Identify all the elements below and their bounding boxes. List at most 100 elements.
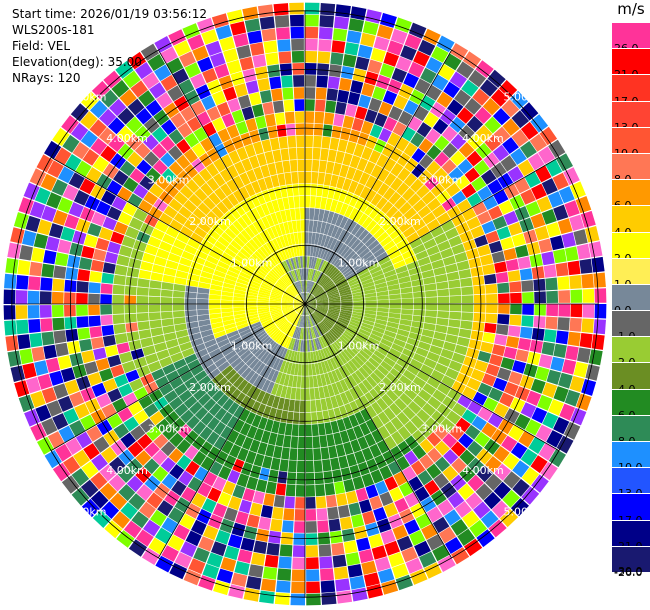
range-gate-cell bbox=[163, 267, 177, 277]
range-gate-cell bbox=[306, 315, 310, 328]
range-gate-cell bbox=[255, 233, 266, 246]
range-gate-cell bbox=[275, 384, 284, 397]
range-gate-cell bbox=[330, 174, 339, 188]
range-gate-cell bbox=[316, 296, 328, 301]
range-gate-cell bbox=[330, 457, 340, 471]
range-gate-cell bbox=[344, 191, 354, 205]
range-gate-cell bbox=[37, 373, 53, 390]
range-gate-cell bbox=[211, 352, 224, 363]
range-gate-cell bbox=[125, 276, 138, 287]
range-gate-cell bbox=[297, 327, 302, 340]
range-gate-cell bbox=[229, 207, 241, 220]
range-gate-cell bbox=[296, 304, 305, 312]
range-gate-cell bbox=[278, 422, 287, 435]
range-gate-cell bbox=[159, 212, 173, 226]
range-gate-cell bbox=[305, 448, 314, 461]
range-gate-cell bbox=[350, 6, 367, 21]
range-gate-cell bbox=[340, 291, 352, 297]
range-gate-cell bbox=[23, 182, 40, 201]
range-gate-cell bbox=[402, 348, 415, 359]
range-gate-cell bbox=[76, 293, 88, 304]
range-gate-cell bbox=[455, 175, 471, 190]
range-gate-cell bbox=[521, 467, 540, 486]
range-gate-cell bbox=[301, 328, 304, 340]
range-gate-cell bbox=[342, 54, 357, 68]
range-gate-cell bbox=[468, 257, 482, 269]
range-gate-cell bbox=[332, 356, 341, 368]
range-gate-cell bbox=[81, 91, 100, 110]
range-gate-cell bbox=[493, 446, 510, 463]
range-gate-cell bbox=[436, 35, 455, 53]
range-gate-cell bbox=[305, 50, 318, 63]
range-gate-cell bbox=[353, 261, 366, 271]
range-gate-cell bbox=[350, 342, 361, 352]
range-gate-cell bbox=[153, 433, 169, 449]
range-gate-cell bbox=[272, 344, 281, 356]
range-gate-cell bbox=[163, 205, 178, 219]
range-gate-cell bbox=[15, 305, 28, 320]
range-gate-cell bbox=[293, 302, 305, 304]
range-gate-cell bbox=[211, 541, 227, 557]
range-gate-cell bbox=[310, 256, 315, 269]
range-gate-cell bbox=[7, 242, 22, 259]
range-gate-cell bbox=[256, 248, 267, 260]
range-gate-cell bbox=[197, 56, 214, 73]
range-gate-cell bbox=[202, 68, 218, 84]
range-gate-cell bbox=[161, 282, 174, 291]
range-gate-cell bbox=[286, 350, 293, 362]
range-gate-cell bbox=[286, 311, 296, 319]
range-gate-cell bbox=[492, 215, 508, 230]
range-gate-cell bbox=[312, 326, 318, 338]
range-gate-cell bbox=[423, 322, 436, 331]
range-gate-cell bbox=[203, 398, 217, 412]
range-gate-cell bbox=[344, 403, 354, 416]
range-gate-cell bbox=[211, 206, 224, 219]
range-gate-cell bbox=[387, 132, 401, 147]
range-gate-cell bbox=[172, 290, 185, 298]
range-gate-cell bbox=[305, 304, 308, 316]
range-gate-cell bbox=[333, 325, 344, 334]
range-gate-cell bbox=[534, 304, 546, 316]
range-gate-cell bbox=[563, 167, 580, 185]
range-gate-cell bbox=[553, 248, 567, 264]
range-gate-cell bbox=[270, 293, 282, 298]
range-gate-cell bbox=[267, 368, 276, 381]
range-gate-cell bbox=[244, 369, 256, 382]
range-gate-cell bbox=[216, 377, 229, 389]
range-gate-cell bbox=[327, 311, 339, 317]
range-gate-cell bbox=[274, 592, 290, 605]
range-gate-cell bbox=[329, 268, 339, 279]
range-gate-cell bbox=[128, 493, 146, 511]
range-gate-cell bbox=[84, 361, 99, 375]
range-gate-cell bbox=[249, 342, 261, 353]
range-gate-cell bbox=[277, 471, 288, 484]
range-gate-cell bbox=[232, 458, 245, 473]
range-gate-cell bbox=[215, 24, 232, 40]
range-gate-cell bbox=[392, 563, 409, 579]
colorbar-unit: m/s bbox=[617, 0, 645, 18]
range-gate-cell bbox=[224, 350, 237, 361]
range-gate-cell bbox=[576, 243, 591, 260]
range-gate-cell bbox=[160, 441, 176, 457]
range-gate-cell bbox=[329, 252, 338, 264]
range-gate-cell bbox=[375, 251, 388, 262]
range-gate-cell bbox=[336, 320, 348, 328]
range-gate-cell bbox=[143, 458, 160, 475]
range-gate-cell bbox=[386, 352, 399, 363]
range-gate-cell bbox=[125, 369, 140, 383]
range-gate-cell bbox=[385, 325, 398, 334]
range-gate-cell bbox=[188, 382, 202, 395]
range-gate-cell bbox=[319, 336, 327, 348]
range-gate-cell bbox=[177, 335, 191, 345]
range-gate-cell bbox=[327, 224, 335, 237]
range-gate-cell bbox=[241, 367, 252, 379]
range-gate-cell bbox=[79, 178, 96, 195]
range-gate-cell bbox=[393, 338, 406, 348]
range-gate-cell bbox=[279, 544, 293, 557]
range-gate-cell bbox=[262, 338, 273, 349]
range-gate-cell bbox=[310, 244, 315, 257]
range-gate-cell bbox=[176, 138, 191, 154]
range-gate-cell bbox=[275, 317, 286, 325]
range-gate-cell bbox=[325, 286, 337, 293]
range-gate-cell bbox=[155, 175, 170, 190]
